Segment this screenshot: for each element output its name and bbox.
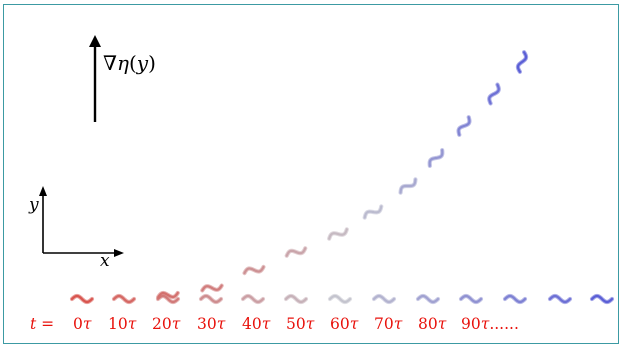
swimmer-reference xyxy=(111,293,137,305)
swimmer-reference xyxy=(589,293,615,305)
swimmer-rising xyxy=(284,246,308,258)
y-axis-label: y xyxy=(29,195,39,215)
swimmer-reference xyxy=(69,293,95,305)
swimmer-rising xyxy=(515,50,529,74)
swimmer-reference xyxy=(502,293,528,305)
swimmer-reference xyxy=(547,293,573,305)
swimmer-reference xyxy=(198,293,224,305)
time-label: 80τ xyxy=(418,315,447,333)
swimmer-reference xyxy=(415,293,441,305)
x-axis-arrowhead xyxy=(114,249,124,257)
reference-swimmers-row xyxy=(69,290,615,305)
time-prefix: t = xyxy=(30,315,55,333)
time-labels-row: t = 0τ 10τ 20τ 30τ 40τ 50τ 60τ 70τ 80τ 90τ...... xyxy=(0,315,625,341)
time-label: 20τ xyxy=(152,315,181,333)
swimmer-reference xyxy=(283,293,309,305)
swimmer-reference xyxy=(371,293,397,305)
time-label: 30τ xyxy=(197,315,226,333)
swimmer-overlap xyxy=(156,290,180,300)
x-axis-label: x xyxy=(100,251,110,271)
frame-border xyxy=(3,4,619,344)
swimmer-rising xyxy=(398,177,418,195)
gradient-label: ∇η(y) xyxy=(103,51,156,75)
swimmer-rising xyxy=(456,115,472,137)
time-label: 70τ xyxy=(374,315,403,333)
time-label: 90τ...... xyxy=(461,315,519,333)
time-label: 40τ xyxy=(242,315,271,333)
time-label: 0τ xyxy=(73,315,92,333)
swimmer-reference xyxy=(458,293,484,305)
swimmer-rising xyxy=(242,264,266,276)
swimmer-rising xyxy=(200,283,224,293)
swimmer-rising xyxy=(362,204,384,220)
swimmer-rising xyxy=(427,148,445,168)
time-label: 60τ xyxy=(330,315,359,333)
time-label: 50τ xyxy=(286,315,315,333)
rising-swimmers-trajectory xyxy=(200,50,529,293)
swimmer-reference xyxy=(240,293,266,305)
swimmer-reference xyxy=(327,293,353,305)
swimmer-rising xyxy=(487,82,501,106)
time-label: 10τ xyxy=(108,315,137,333)
gradient-arrowhead xyxy=(89,35,101,47)
swimmer-rising xyxy=(327,227,349,241)
y-axis-arrowhead xyxy=(39,186,47,196)
